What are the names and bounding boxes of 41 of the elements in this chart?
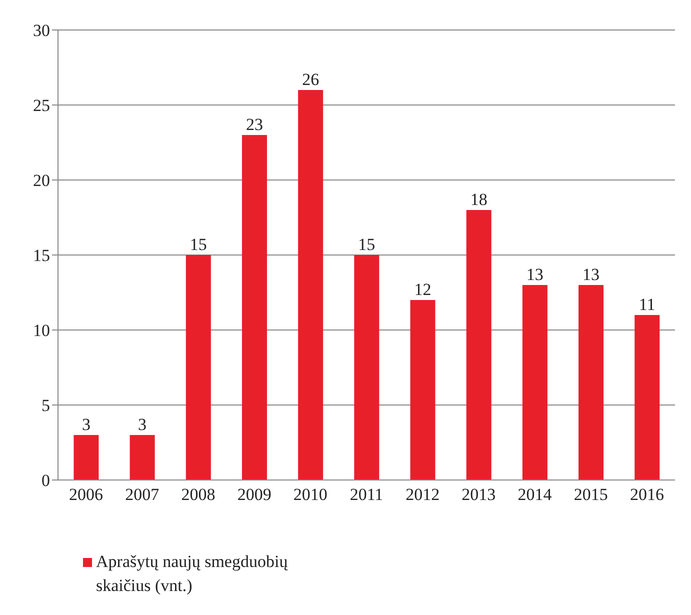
- data-label: 15: [358, 235, 376, 254]
- data-label: 13: [526, 265, 544, 284]
- data-label: 3: [138, 415, 147, 434]
- y-tick-label: 10: [33, 321, 50, 340]
- x-tick-label: 2006: [69, 485, 104, 504]
- data-label: 26: [302, 70, 320, 89]
- bar: [634, 315, 660, 480]
- data-label: 18: [470, 190, 488, 209]
- y-tick-label: 30: [33, 21, 50, 40]
- data-label: 15: [190, 235, 207, 254]
- x-tick-label: 2016: [630, 485, 664, 504]
- bar: [410, 300, 436, 480]
- y-tick-label: 5: [42, 396, 50, 416]
- y-tick-label: 25: [33, 96, 50, 116]
- x-tick-label: 2011: [350, 485, 384, 504]
- data-label: 12: [414, 280, 432, 299]
- x-tick-label: 2013: [462, 485, 496, 504]
- bar: [74, 435, 99, 480]
- x-tick-label: 2009: [237, 485, 272, 504]
- legend-label: Aprašytų naujų smegduobių skaičius (vnt.): [96, 551, 289, 597]
- bar: [578, 285, 604, 480]
- x-tick-label: 2012: [406, 485, 440, 504]
- data-label: 11: [638, 295, 656, 314]
- y-tick-label: 0: [42, 471, 50, 490]
- x-tick-label: 2014: [518, 485, 552, 504]
- bar: [298, 90, 324, 480]
- x-tick-label: 2015: [574, 485, 608, 504]
- data-label: 23: [246, 115, 263, 134]
- bar: [186, 255, 211, 480]
- y-tick-label: 20: [33, 171, 50, 190]
- x-tick-label: 2008: [181, 485, 216, 504]
- bar: [242, 135, 267, 480]
- y-tick-label: 15: [33, 246, 50, 266]
- x-tick-label: 2010: [293, 485, 328, 504]
- bar: [466, 210, 492, 480]
- x-tick-label: 2007: [125, 485, 160, 504]
- bar: [354, 255, 380, 480]
- bar: [130, 435, 155, 480]
- data-label: 3: [82, 415, 90, 434]
- data-label: 13: [582, 265, 600, 284]
- bar: [522, 285, 548, 480]
